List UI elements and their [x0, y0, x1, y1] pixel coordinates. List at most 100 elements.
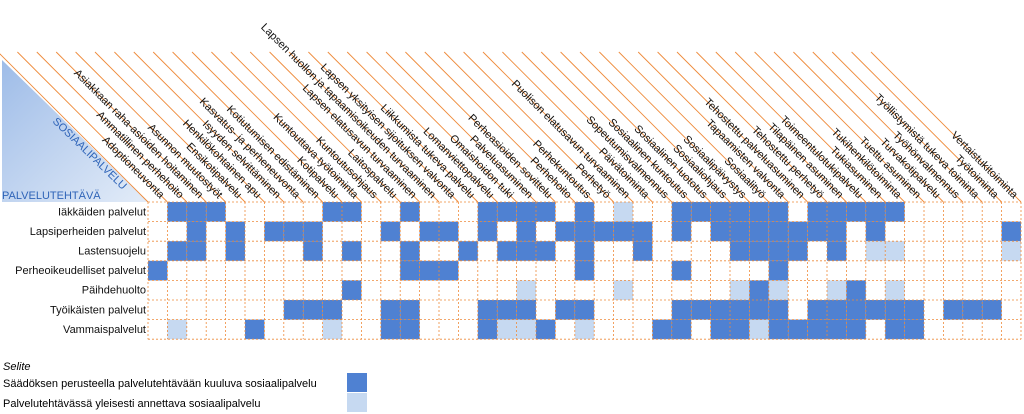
header-diagonal-line [482, 51, 634, 203]
matrix-cell [574, 300, 595, 320]
matrix-cells [148, 202, 1021, 340]
matrix-cell [167, 202, 187, 222]
matrix-cell [613, 202, 633, 222]
header-diagonal-line [637, 51, 789, 203]
header-diagonal-line [560, 51, 711, 203]
matrix-cell [671, 221, 692, 242]
header-diagonal-line [269, 51, 420, 203]
matrix-cell [322, 300, 342, 320]
matrix-cell [633, 241, 653, 261]
matrix-cell [245, 319, 265, 340]
matrix-cell [904, 300, 924, 320]
matrix-cell [497, 241, 517, 261]
matrix-cell [516, 241, 536, 261]
header-diagonal-line [424, 51, 576, 203]
corner-header: SOSIAALIPALVELU PALVELUTEHTÄVÄ [2, 60, 148, 202]
header-diagonal-line [443, 51, 595, 203]
legend-title: Selite [3, 361, 31, 373]
matrix-cell [768, 221, 789, 242]
row-labels: Iäkkäiden palvelut Lapsiperheiden palvelu… [15, 206, 146, 336]
matrix-cell [613, 221, 633, 242]
matrix-cell [846, 319, 866, 340]
matrix-cell [186, 202, 207, 222]
matrix-cell [516, 280, 536, 300]
header-diagonal-line [696, 51, 847, 203]
header-diagonal-line [579, 51, 731, 203]
matrix-cell [148, 260, 168, 281]
matrix-grid [147, 201, 1022, 340]
matrix-cell [322, 202, 342, 222]
matrix-cell [1001, 241, 1021, 261]
row-label: Perheoikeudelliset palvelut [15, 265, 146, 277]
matrix-cell [225, 241, 245, 261]
header-diagonal-line [327, 51, 479, 203]
matrix-cell [497, 202, 517, 222]
matrix-cell [768, 202, 789, 222]
matrix-cell [477, 300, 498, 320]
column-header-lines [0, 51, 1022, 203]
header-diagonal-line [17, 51, 168, 203]
header-diagonal-line [793, 51, 944, 203]
header-diagonal-line [521, 51, 673, 203]
matrix-cell [633, 221, 653, 242]
matrix-cell [671, 260, 692, 281]
legend-item-light-swatch [347, 393, 367, 412]
matrix-cell [730, 300, 750, 320]
header-diagonal-line [249, 51, 401, 203]
matrix-cell [574, 241, 595, 261]
header-diagonal-line [502, 51, 653, 203]
corner-triangle [2, 60, 148, 202]
matrix-cell [982, 300, 1002, 320]
matrix-cell [768, 319, 789, 340]
matrix-cell [768, 241, 789, 261]
matrix-cell [555, 221, 575, 242]
header-diagonal-line [0, 53, 149, 203]
matrix-cell [342, 280, 362, 300]
matrix-cell [827, 241, 847, 261]
header-diagonal-line [870, 51, 1022, 203]
matrix-cell [594, 221, 614, 242]
matrix-cell [865, 241, 886, 261]
matrix-cell [186, 241, 207, 261]
matrix-cell [730, 319, 750, 340]
header-diagonal-line [133, 51, 285, 203]
header-diagonal-line [230, 51, 382, 203]
matrix-cell [768, 280, 789, 300]
row-label: Vammaispalvelut [63, 324, 146, 336]
matrix-cell [400, 202, 420, 222]
matrix-cell [885, 300, 905, 320]
matrix-cell [846, 300, 866, 320]
matrix-cell [516, 300, 536, 320]
matrix-cell [768, 260, 789, 281]
matrix-cell [846, 280, 866, 300]
matrix-cell [439, 260, 459, 281]
matrix-cell [264, 221, 284, 242]
matrix-cell [516, 319, 536, 340]
header-diagonal-line [851, 51, 1002, 203]
header-diagonal-line [405, 51, 556, 203]
matrix-cell [788, 241, 808, 261]
matrix-cell [730, 241, 750, 261]
matrix-cell [710, 202, 730, 222]
header-diagonal-line [618, 51, 770, 203]
matrix-cell [303, 241, 323, 261]
header-diagonal-line [831, 51, 983, 203]
matrix-cell [477, 202, 498, 222]
matrix-cell [283, 221, 304, 242]
matrix-cell [788, 319, 808, 340]
header-diagonal-line [308, 51, 459, 203]
legend-item-dark-label: Säädöksen perusteella palvelutehtävään k… [3, 378, 317, 390]
header-diagonal-line [540, 51, 692, 203]
matrix-cell [283, 300, 304, 320]
matrix-cell [730, 221, 750, 242]
matrix-cell [749, 241, 769, 261]
matrix-cell [788, 221, 808, 242]
header-diagonal-line [191, 51, 343, 203]
matrix-cell [885, 319, 905, 340]
matrix-cell [574, 202, 595, 222]
matrix-cell [807, 221, 827, 242]
header-diagonal-line [463, 51, 614, 203]
matrix-cell [613, 280, 633, 300]
matrix-cell [419, 260, 439, 281]
